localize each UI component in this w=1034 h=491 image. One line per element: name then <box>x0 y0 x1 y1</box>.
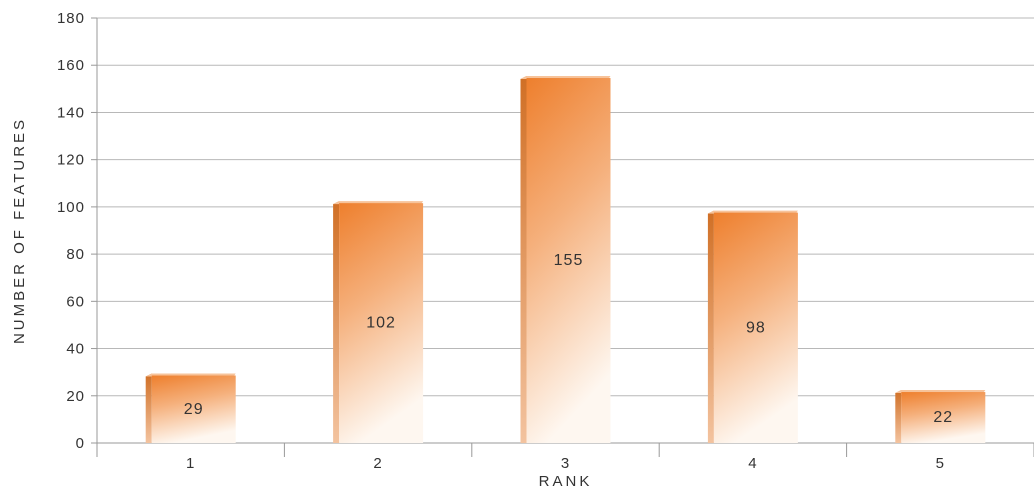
bar-side <box>520 76 527 444</box>
bar-value-label: 102 <box>366 315 396 332</box>
bar-side <box>895 390 902 443</box>
bar-value-label: 29 <box>184 401 204 418</box>
y-tick-label: 60 <box>66 293 85 310</box>
y-tick-label: 120 <box>57 152 85 169</box>
y-tick-label: 20 <box>66 388 85 405</box>
x-tick-label: 5 <box>936 455 945 472</box>
bar-side <box>145 373 152 443</box>
bar-group <box>895 390 986 443</box>
y-tick-label: 180 <box>57 10 85 27</box>
bar-group <box>520 76 611 444</box>
bar <box>713 212 798 443</box>
bar <box>901 392 986 443</box>
x-tick-label: 4 <box>748 455 757 472</box>
bar-side <box>707 210 714 443</box>
bar-value-label: 98 <box>746 319 766 336</box>
bar <box>339 203 424 443</box>
bar-side <box>333 201 340 443</box>
bar-value-label: 22 <box>933 409 953 426</box>
bars <box>145 76 986 444</box>
bar-group <box>333 201 424 443</box>
y-tick-label: 140 <box>57 104 85 121</box>
y-tick-label: 0 <box>76 435 85 452</box>
y-axis-title: NUMBER OF FEATURES <box>11 117 28 344</box>
x-tick-label: 3 <box>561 455 570 472</box>
x-tick-label: 2 <box>373 455 382 472</box>
x-tick-label: 1 <box>186 455 195 472</box>
x-axis-title: RANK <box>539 473 593 490</box>
bar <box>151 375 236 443</box>
y-tick-label: 80 <box>66 246 85 263</box>
y-tick-label: 160 <box>57 57 85 74</box>
y-tick-label: 100 <box>57 199 85 216</box>
bar-value-label: 155 <box>554 252 584 269</box>
labels: 0 20 40 60 80 100 120 140 160 180 29 1 102 2 155 3 98 4 22… <box>57 10 953 472</box>
y-tick-label: 40 <box>66 341 85 358</box>
bar <box>526 78 611 444</box>
bar-group <box>707 210 798 443</box>
bar-group <box>145 373 236 443</box>
